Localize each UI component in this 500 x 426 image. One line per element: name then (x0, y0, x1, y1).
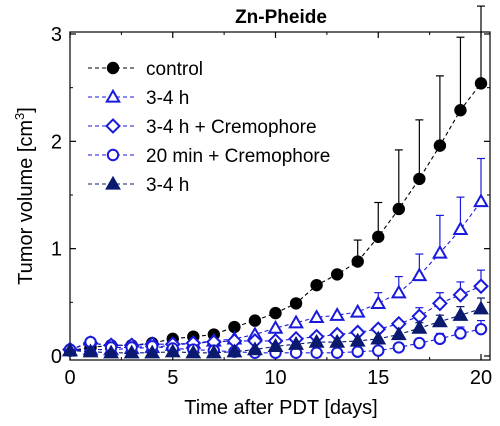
series-4-point-5 (164, 343, 181, 358)
series-0-point-14 (351, 255, 364, 268)
series-4-point-18 (431, 313, 448, 328)
y-tick-label-1: 1 (51, 239, 62, 261)
series-3-point-18 (433, 332, 447, 346)
y-tick-label-0: 0 (51, 346, 62, 368)
x-tick-label-0: 0 (64, 367, 75, 389)
legend-marker-0 (106, 61, 120, 75)
series-4-point-12 (308, 333, 325, 348)
plot-frame (69, 31, 491, 361)
series-3-line (69, 328, 482, 354)
series-4-point-15 (370, 330, 387, 345)
y-axis-title-sup: 3 (12, 113, 27, 120)
series-4 (62, 297, 489, 359)
series-4-point-4 (144, 344, 161, 359)
y-tick-label-2: 2 (51, 131, 62, 153)
series-0-point-19 (454, 104, 467, 117)
series-1-point-12 (308, 309, 325, 324)
series-4-point-0 (62, 342, 78, 357)
series-1-point-13 (329, 306, 346, 321)
x-axis-title: Time after PDT [days] (184, 397, 377, 419)
series-4-point-17 (411, 319, 428, 334)
legend-marker-1 (105, 88, 121, 103)
series-0-point-20 (474, 77, 488, 90)
legend-label-4: 3-4 h (146, 175, 189, 196)
series-4-point-7 (205, 344, 222, 359)
series-1-point-17 (411, 267, 428, 282)
series-4-point-13 (329, 333, 346, 348)
legend-label-3: 20 min + Cremophore (146, 146, 330, 167)
series-4-point-20 (473, 300, 489, 315)
series-4-point-11 (288, 335, 304, 350)
series-1-point-20 (473, 193, 489, 208)
series-0-point-12 (310, 278, 323, 292)
y-axis-title-main: Tumor volume [cm (15, 120, 37, 285)
series-0-point-10 (269, 306, 282, 320)
series-2-point-19 (452, 286, 469, 303)
series-4-point-1 (82, 343, 99, 358)
series-4-point-3 (123, 344, 140, 359)
series-1-point-15 (370, 295, 387, 310)
legend-marker-3 (106, 148, 120, 162)
chart-title: Zn-Pheide (235, 7, 327, 28)
series-4-point-9 (247, 341, 263, 356)
y-axis-title-end: ] (15, 107, 37, 113)
series-layer (62, 5, 489, 359)
series-0-point-18 (433, 139, 447, 152)
series-4-point-10 (267, 338, 284, 352)
legend-marker-2 (105, 118, 121, 134)
series-1-point-14 (349, 303, 366, 318)
series-0-point-16 (392, 202, 405, 216)
series-0-point-13 (330, 268, 344, 281)
series-3-point-15 (372, 344, 385, 357)
series-1-point-18 (431, 244, 448, 259)
x-tick-label-4: 20 (470, 367, 492, 389)
series-3-point-19 (454, 327, 467, 340)
legend-marker-4 (105, 175, 121, 190)
series-2-point-18 (431, 295, 448, 312)
axis-ticks: 0 5 10 15 20 0 1 2 3 (51, 24, 492, 389)
legend-label-0: control (146, 59, 203, 80)
series-0 (63, 5, 488, 357)
series-3-point-17 (413, 336, 426, 350)
series-0-point-11 (289, 297, 303, 310)
y-tick-label-3: 3 (51, 24, 62, 46)
series-3-point-16 (392, 341, 405, 354)
series-1-point-10 (267, 319, 284, 334)
x-tick-label-3: 15 (367, 367, 389, 389)
x-tick-label-1: 5 (167, 367, 178, 389)
series-4-point-8 (226, 343, 243, 358)
series-4-point-14 (349, 332, 366, 347)
series-4-point-2 (103, 344, 120, 359)
legend-label-2: 3-4 h + Cremophore (146, 117, 317, 138)
series-3-point-13 (330, 346, 344, 359)
series-4-point-6 (185, 344, 202, 359)
series-0-point-15 (372, 230, 385, 244)
x-tick-label-2: 10 (264, 367, 286, 389)
y-axis-title: Tumor volume [cm3] (12, 107, 37, 285)
series-0-point-17 (413, 172, 426, 186)
legend: control 3-4 h 3-4 h + Cremophore 20 min + C… (88, 59, 330, 196)
series-2-point-20 (473, 278, 489, 295)
series-4-point-19 (452, 306, 469, 321)
series-3-point-12 (310, 346, 323, 359)
series-3-point-14 (351, 345, 364, 358)
series-1-point-16 (390, 284, 407, 299)
series-1-point-19 (452, 221, 469, 235)
series-0-point-9 (248, 314, 262, 327)
series-4-point-16 (390, 326, 407, 341)
series-3-point-20 (474, 322, 488, 336)
legend-label-1: 3-4 h (146, 88, 189, 109)
series-1-point-11 (288, 314, 304, 329)
series-1 (62, 157, 489, 357)
